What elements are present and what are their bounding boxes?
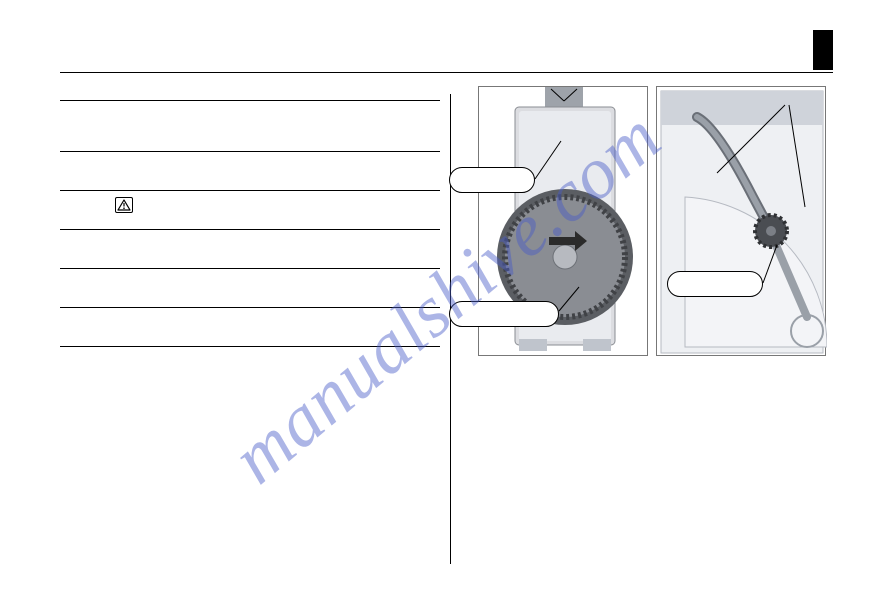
table-row xyxy=(60,101,440,151)
warning-icon xyxy=(115,197,133,213)
callout-bubble xyxy=(449,167,535,193)
table-row xyxy=(60,152,440,190)
callout-bubble xyxy=(449,301,559,327)
manual-page xyxy=(60,30,833,565)
page-edge-tab xyxy=(813,30,833,70)
figure-wheel-side xyxy=(656,86,826,356)
table-row xyxy=(60,308,440,346)
table-row xyxy=(60,269,440,307)
figure-2-svg xyxy=(657,87,827,357)
table-row xyxy=(60,230,440,268)
column-divider xyxy=(450,94,451,564)
figure-wheel-front xyxy=(478,86,648,356)
header-rule xyxy=(60,72,833,73)
callout-bubble xyxy=(667,271,763,297)
table-row xyxy=(60,191,440,229)
rule xyxy=(60,346,440,347)
instruction-table xyxy=(60,100,440,347)
